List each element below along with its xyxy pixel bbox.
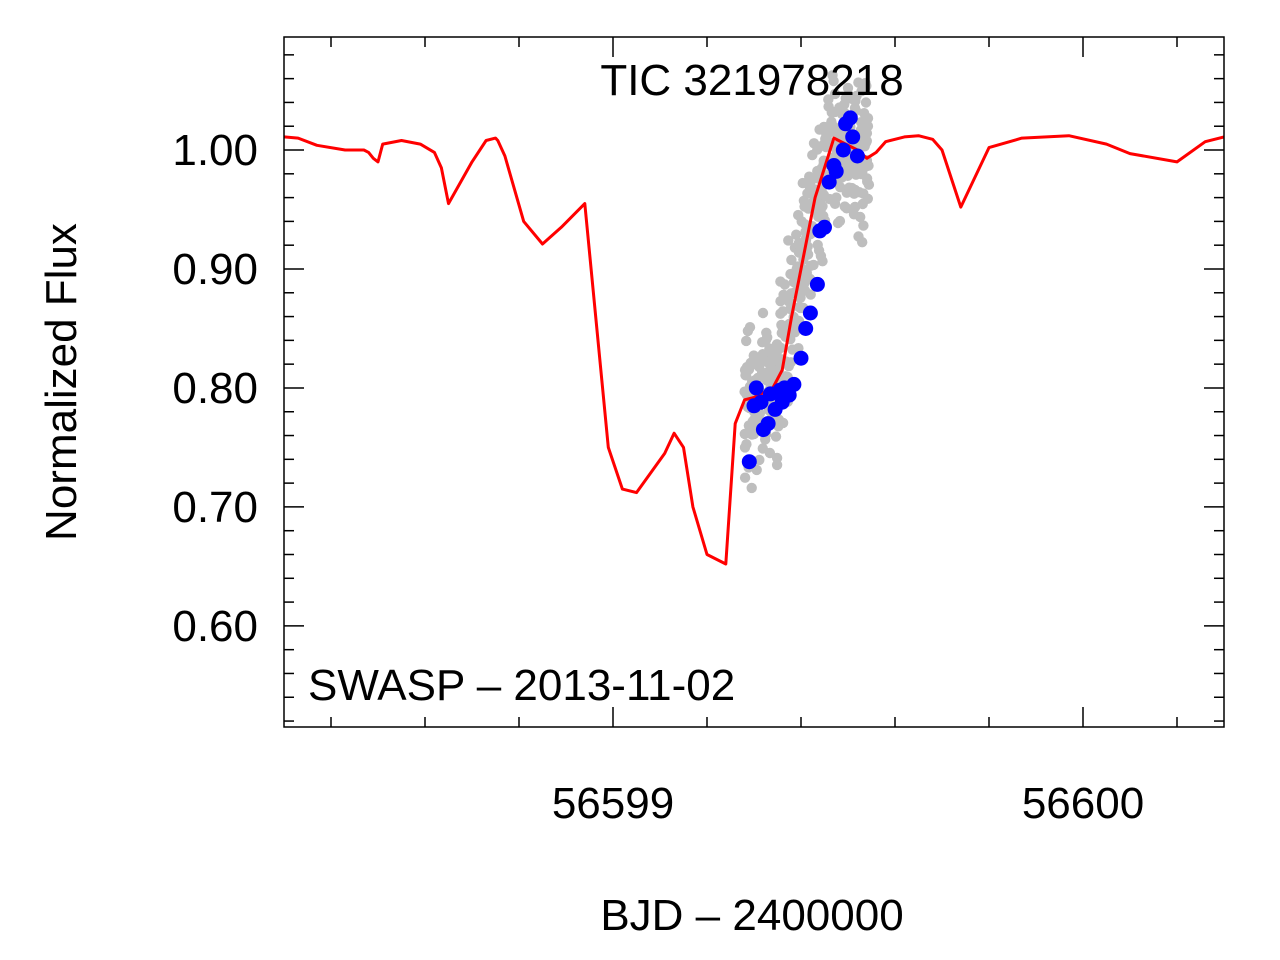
x-tick-labels: 56599 56600 [552,779,1144,828]
model-curve-line [284,134,1224,566]
raw-point [818,139,829,151]
raw-point [770,431,782,442]
y-tick-label: 0.90 [172,245,258,294]
raw-point [860,77,871,89]
raw-point [808,138,820,149]
raw-point [840,93,851,104]
y-tick-label: 0.60 [172,602,258,651]
binned-point [809,276,825,292]
raw-point [791,229,802,240]
x-tick-label: 56599 [552,779,674,828]
binned-points-layer [741,110,865,470]
binned-point [786,376,802,392]
raw-point [795,302,806,314]
raw-point [783,296,795,307]
raw-point [828,75,839,87]
raw-point [856,85,867,97]
binned-point [748,380,764,396]
axis-ticks [284,37,1224,727]
raw-point [775,296,786,307]
raw-point [862,176,873,187]
raw-point [858,220,869,231]
x-axis-label: BJD – 2400000 [600,891,903,940]
binned-point [798,321,814,336]
raw-point [746,429,758,440]
raw-point [761,327,772,338]
raw-point [805,187,816,198]
raw-point [832,217,844,229]
raw-point [783,235,794,246]
raw-point [796,216,807,227]
raw-point [842,170,853,181]
raw-point [829,88,841,100]
raw-point [776,319,787,331]
y-tick-label: 0.70 [172,483,258,532]
binned-point [821,174,837,190]
raw-point [812,239,823,251]
raw-point [742,325,754,337]
binned-point [760,416,776,432]
raw-point [757,307,769,319]
raw-point [741,335,752,347]
raw-point [817,256,828,267]
raw-point [863,160,874,171]
binned-point [849,148,865,164]
binned-point [793,350,809,366]
binned-point [741,454,757,470]
raw-point [805,289,816,300]
raw-point [777,417,789,429]
raw-point [750,359,761,370]
raw-point [810,173,822,184]
x-tick-label: 56600 [1022,779,1144,828]
y-tick-label: 0.80 [172,364,258,413]
raw-point [777,306,789,317]
raw-point [860,97,872,108]
raw-point [844,182,855,193]
raw-point [842,82,854,94]
binned-point [802,305,818,321]
raw-point [741,439,752,450]
y-tick-label: 1.00 [172,126,258,175]
raw-point [858,108,870,119]
raw-point [848,209,860,220]
raw-point [741,366,752,378]
binned-point [842,110,858,126]
raw-point [739,472,751,483]
raw-point [839,201,850,212]
raw-point [786,254,797,266]
raw-point [835,182,846,193]
raw-point [775,276,786,287]
raw-point [761,375,773,386]
binned-point [828,163,844,179]
chart-title: TIC 321978218 [600,56,903,105]
raw-point [748,350,759,361]
raw-point [805,260,816,271]
raw-point [857,237,868,248]
raw-point [818,121,830,133]
raw-point [829,198,841,209]
raw-point [771,452,783,464]
data-source-annotation: SWASP – 2013-11-02 [308,661,735,710]
binned-point [835,142,851,158]
raw-point [862,193,873,204]
raw-point [771,345,782,356]
plot-frame [283,36,1225,728]
binned-point [845,129,861,145]
y-axis-label: Normalized Flux [37,223,86,541]
raw-point [746,482,757,494]
raw-point [739,386,750,397]
y-tick-labels: 0.60 0.70 0.80 0.90 1.00 [172,126,258,651]
raw-point [828,121,839,132]
raw-point [861,135,872,147]
binned-point [817,219,832,235]
raw-point [797,177,808,189]
raw-point [757,443,768,454]
raw-point [757,337,768,348]
